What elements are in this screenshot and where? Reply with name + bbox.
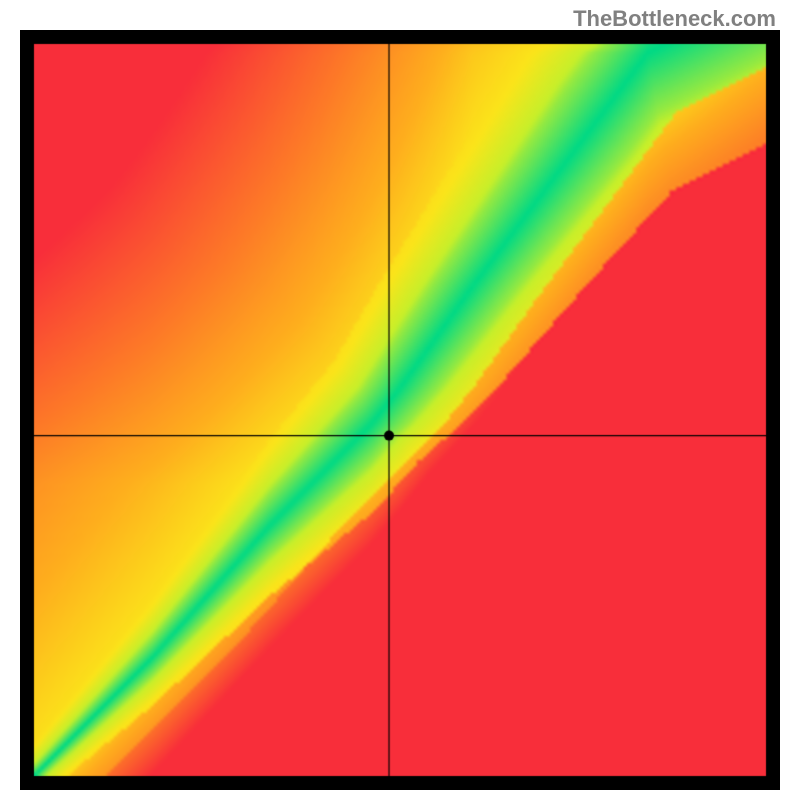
heatmap-canvas bbox=[20, 30, 780, 790]
heatmap-plot bbox=[20, 30, 780, 790]
watermark-text: TheBottleneck.com bbox=[573, 6, 776, 32]
